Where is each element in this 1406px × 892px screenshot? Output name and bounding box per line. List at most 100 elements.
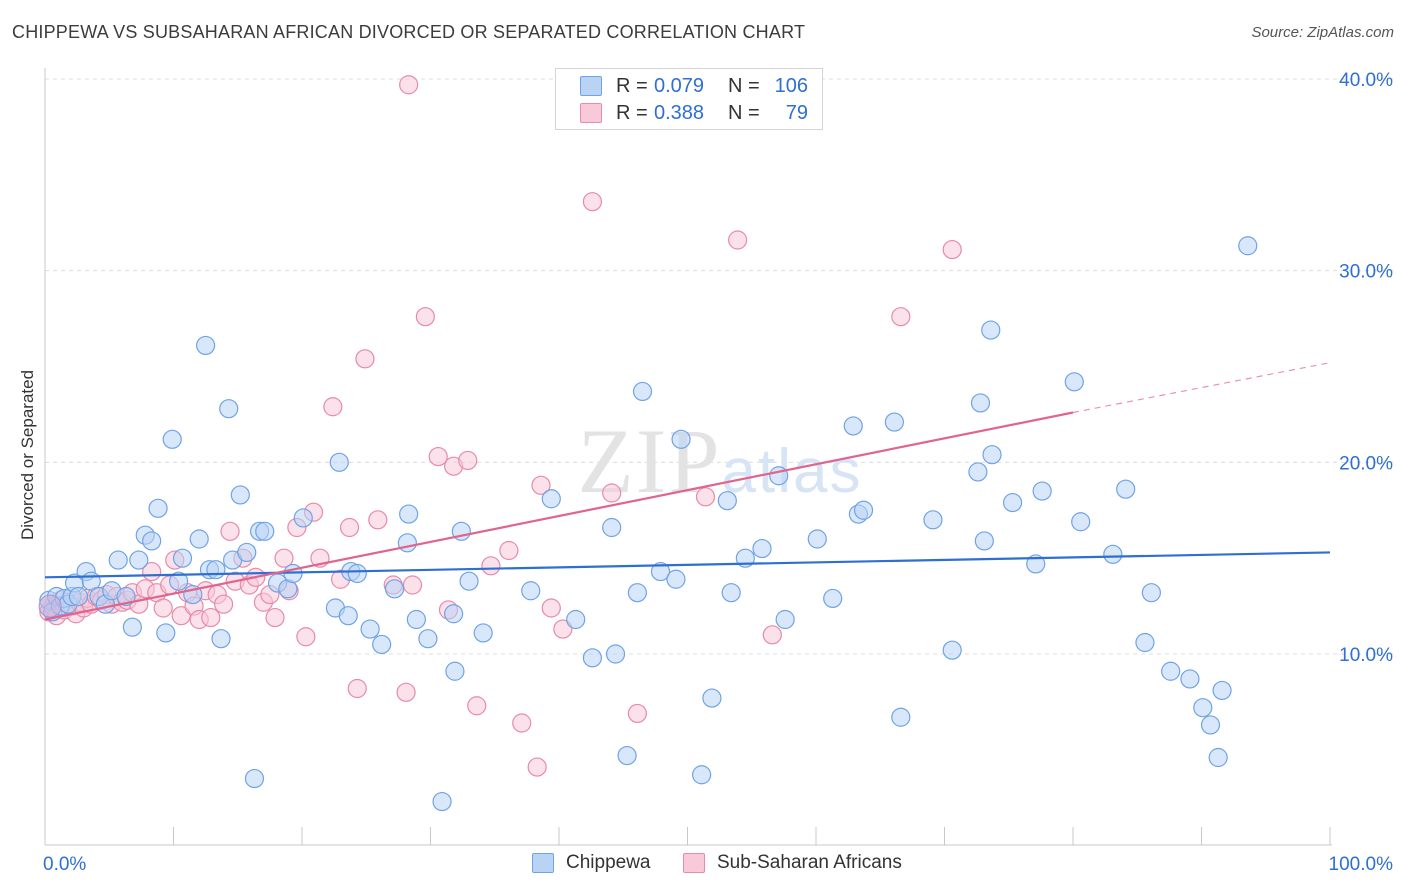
chippewa-point: [142, 531, 162, 551]
chippewa-point: [196, 335, 216, 356]
watermark: ZIPatlas: [578, 410, 863, 512]
chippewa-point: [853, 500, 874, 520]
series-legend: Chippewa Sub-Saharan Africans: [0, 852, 1406, 876]
chippewa-point: [338, 606, 358, 626]
chippewa-point: [521, 581, 541, 601]
chippewa-point: [162, 429, 182, 449]
y-tick-label: 40.0%: [1339, 70, 1393, 91]
chippewa-point: [1238, 236, 1258, 256]
chippewa-point: [1032, 481, 1052, 501]
x-tick-label: 0.0%: [43, 854, 86, 875]
chippewa-point: [1180, 669, 1200, 689]
chippewa-point: [1135, 632, 1155, 653]
chippewa-point: [582, 648, 603, 668]
legend-label-chippewa: Chippewa: [566, 852, 651, 873]
chippewa-point: [347, 563, 367, 584]
chippewa-point: [923, 510, 943, 530]
chippewa-point: [627, 583, 647, 603]
sub-saharan-point: [762, 625, 782, 645]
sub-saharan-point: [347, 678, 367, 699]
sub-saharan-point: [942, 239, 962, 260]
chippewa-point: [1200, 715, 1221, 735]
sub-saharan-point: [602, 483, 622, 503]
x-tick-label: 100.0%: [1329, 854, 1394, 875]
sub-saharan-point: [728, 230, 748, 250]
legend-row-sub-saharan: R = 0.388 N = 79: [580, 102, 808, 124]
chippewa-point: [566, 609, 586, 630]
chippewa-point: [942, 640, 962, 660]
sub-saharan-point: [153, 598, 173, 618]
sub-saharan-swatch: [580, 103, 602, 123]
chippewa-point: [172, 548, 193, 568]
chippewa-point: [1003, 492, 1023, 513]
chippewa-point: [418, 629, 438, 649]
sub-saharan-trend-extension: [1072, 362, 1331, 414]
sub-saharan-point: [481, 556, 501, 576]
sub-saharan-point: [582, 192, 603, 212]
chippewa-point: [650, 561, 671, 582]
chippewa-point: [541, 489, 561, 509]
watermark-zip: ZIP: [578, 410, 722, 512]
chippewa-point: [432, 791, 452, 812]
sub-saharan-point: [467, 696, 487, 716]
chippewa-point: [1026, 554, 1046, 574]
legend-item-sub-saharan[interactable]: Sub-Saharan Africans: [683, 852, 902, 874]
chippewa-point: [702, 688, 722, 708]
chippewa-point: [206, 560, 226, 580]
chippewa-point: [1103, 544, 1123, 564]
legend-label-sub-saharan: Sub-Saharan Africans: [717, 852, 902, 873]
legend-item-chippewa[interactable]: Chippewa: [532, 852, 651, 874]
chippewa-point: [1071, 512, 1091, 532]
sub-saharan-point: [399, 75, 419, 95]
chippewa-point: [671, 429, 691, 449]
origin-cluster-point: [38, 594, 62, 618]
sub-saharan-point: [296, 627, 316, 647]
chippewa-point: [807, 529, 827, 549]
sub-saharan-point: [265, 607, 285, 628]
sub-saharan-point: [274, 548, 294, 568]
y-tick-label: 10.0%: [1339, 645, 1393, 666]
chippewa-point: [891, 707, 911, 727]
sub-saharan-point: [396, 682, 416, 702]
chart-title: CHIPPEWA VS SUBSAHARAN AFRICAN DIVORCED …: [12, 22, 806, 42]
trend-lines: [44, 362, 1331, 621]
n-value: 79: [785, 101, 808, 124]
chippewa-point: [244, 768, 265, 789]
source-label: Source: ZipAtlas.com: [1251, 24, 1394, 41]
chippewa-point: [169, 571, 189, 591]
chippewa-point: [459, 571, 479, 591]
chippewa-point: [884, 412, 904, 432]
tick-labels: 10.0% 20.0% 30.0% 40.0% 0.0% 100.0%: [43, 70, 1393, 875]
n-label: N =: [728, 74, 760, 97]
chippewa-point: [129, 550, 149, 570]
sub-saharan-point: [499, 540, 519, 561]
chippewa-point: [406, 609, 426, 630]
chippewa-point: [1116, 479, 1136, 499]
chippewa-point: [148, 498, 168, 518]
chippewa-point: [1161, 661, 1181, 681]
axes: [44, 68, 1332, 846]
chippewa-trend-line: [44, 551, 1331, 579]
chippewa-point: [189, 529, 209, 549]
chippewa-point: [237, 542, 257, 563]
chippewa-point: [1064, 372, 1084, 392]
series-chippewa-points: [38, 236, 1258, 812]
sub-saharan-point: [512, 713, 532, 733]
chippewa-point: [444, 604, 464, 624]
chippewa-point: [473, 623, 493, 643]
sub-saharan-point: [627, 703, 647, 724]
sub-saharan-point: [415, 307, 435, 327]
chippewa-point: [68, 586, 89, 607]
sub-saharan-point: [355, 349, 375, 369]
chippewa-point: [981, 320, 1001, 340]
sub-saharan-trend-line: [44, 411, 1074, 621]
sub-saharan-point: [214, 594, 234, 614]
chippewa-point: [1193, 698, 1213, 718]
chippewa-point: [721, 583, 741, 603]
y-tick-label: 30.0%: [1339, 262, 1393, 283]
sub-saharan-point: [695, 487, 716, 507]
chippewa-point: [823, 588, 843, 609]
chippewa-point: [255, 521, 275, 541]
chippewa-point: [974, 531, 994, 551]
